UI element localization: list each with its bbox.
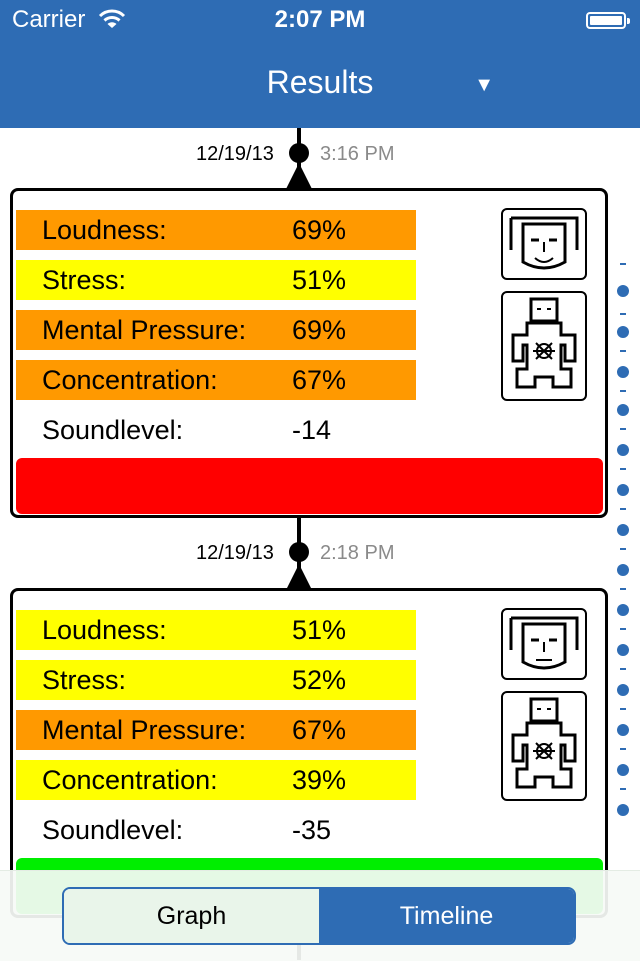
scale-tick	[620, 468, 626, 470]
metric-label: Stress:	[42, 665, 127, 695]
neutral-face-icon	[501, 608, 587, 680]
metric-label: Stress:	[42, 265, 127, 295]
stress-row: Stress: 51%	[16, 260, 416, 300]
result-card[interactable]: Loudness: 69% Stress: 51% Mental Pressur…	[10, 188, 608, 518]
mental-pressure-row: Mental Pressure: 67%	[16, 710, 416, 750]
scale-dot	[617, 484, 629, 496]
scale-dot	[617, 326, 629, 338]
metric-label: Soundlevel:	[42, 815, 184, 845]
metric-label: Soundlevel:	[42, 415, 184, 445]
metric-value: -35	[292, 815, 332, 845]
scale-tick	[620, 748, 626, 750]
entry-date: 12/19/13	[196, 542, 274, 564]
metric-label: Concentration:	[42, 765, 218, 795]
status-time: 2:07 PM	[274, 6, 366, 33]
scale-tick	[620, 548, 626, 550]
loudness-row: Loudness: 51%	[16, 610, 416, 650]
mental-pressure-row: Mental Pressure: 69%	[16, 310, 416, 350]
scale-dot	[617, 285, 629, 297]
metric-label: Concentration:	[42, 365, 218, 395]
entry-time: 2:18 PM	[320, 542, 395, 564]
scale-tick	[620, 588, 626, 590]
soundlevel-row: Soundlevel: -14	[16, 410, 416, 450]
body-stress-icon	[501, 691, 587, 801]
metric-value: 67%	[292, 715, 347, 745]
smiling-face-icon	[501, 208, 587, 280]
scale-dot	[617, 604, 629, 616]
scale-tick	[620, 508, 626, 510]
metric-value: 69%	[292, 215, 347, 245]
timeline-scroll-indicator[interactable]	[616, 258, 638, 828]
body-stress-icon	[501, 291, 587, 401]
timeline-arrow-icon	[286, 163, 312, 189]
metric-value: 39%	[292, 765, 347, 795]
entry-date: 12/19/13	[196, 143, 274, 165]
metric-label: Mental Pressure:	[42, 715, 247, 745]
navigation-bar: Carrier 2:07 PM Results ▼	[0, 0, 640, 128]
metric-label: Mental Pressure:	[42, 315, 247, 345]
scale-tick	[620, 708, 626, 710]
scale-dot	[617, 444, 629, 456]
concentration-row: Concentration: 67%	[16, 360, 416, 400]
stress-row: Stress: 52%	[16, 660, 416, 700]
carrier-label: Carrier	[12, 6, 86, 33]
entry-time: 3:16 PM	[320, 143, 395, 165]
soundlevel-row: Soundlevel: -35	[16, 810, 416, 850]
scale-tick	[620, 628, 626, 630]
scale-dot	[617, 764, 629, 776]
metric-value: -14	[292, 415, 332, 445]
concentration-row: Concentration: 39%	[16, 760, 416, 800]
scale-dot	[617, 684, 629, 696]
wifi-icon	[98, 8, 126, 35]
metric-value: 67%	[292, 365, 347, 395]
metric-value: 51%	[292, 265, 347, 295]
bottom-toolbar: Graph Timeline	[0, 870, 640, 961]
timeline-node[interactable]	[289, 542, 309, 562]
scale-dot	[617, 366, 629, 378]
scale-dot	[617, 644, 629, 656]
scale-tick	[620, 428, 626, 430]
dropdown-arrow-icon[interactable]: ▼	[474, 74, 494, 96]
metric-label: Loudness:	[42, 615, 167, 645]
battery-icon	[586, 12, 630, 29]
scale-tick	[620, 390, 626, 392]
timeline-node[interactable]	[289, 143, 309, 163]
scale-tick	[620, 350, 626, 352]
scale-dot	[617, 804, 629, 816]
scale-dot	[617, 564, 629, 576]
scale-dot	[617, 404, 629, 416]
overall-status-bar	[16, 458, 603, 514]
scale-tick	[620, 263, 626, 265]
scale-tick	[620, 313, 626, 315]
scale-tick	[620, 788, 626, 790]
metric-value: 51%	[292, 615, 347, 645]
scale-dot	[617, 524, 629, 536]
timeline-segment[interactable]: Timeline	[319, 889, 574, 943]
metric-value: 69%	[292, 315, 347, 345]
metric-value: 52%	[292, 665, 347, 695]
metric-label: Loudness:	[42, 215, 167, 245]
view-segmented-control[interactable]: Graph Timeline	[62, 887, 576, 945]
scale-tick	[620, 668, 626, 670]
scale-dot	[617, 724, 629, 736]
page-title: Results	[266, 64, 374, 100]
result-card[interactable]: Loudness: 51% Stress: 52% Mental Pressur…	[10, 588, 608, 918]
loudness-row: Loudness: 69%	[16, 210, 416, 250]
timeline-arrow-icon	[286, 564, 312, 590]
graph-segment[interactable]: Graph	[64, 889, 319, 943]
